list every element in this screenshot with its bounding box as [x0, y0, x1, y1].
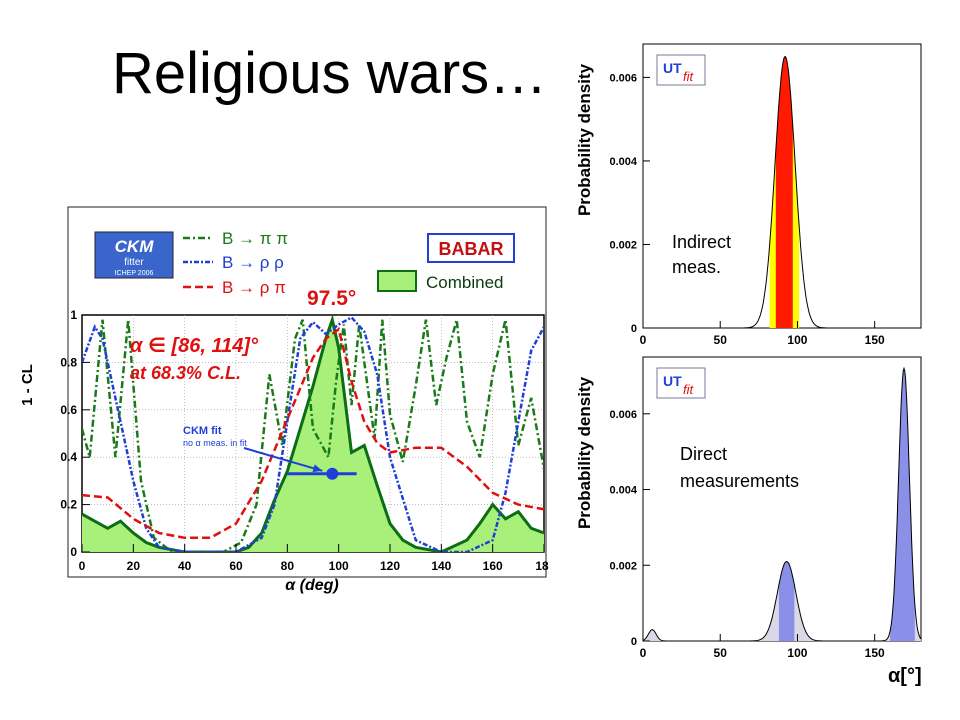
y-tick-label: 0.002 [609, 560, 637, 572]
indirect-pdf-curve [643, 55, 921, 328]
ckm-fit-marker [243, 447, 357, 480]
x-tick-label: 120 [380, 559, 400, 573]
utfit-logo-bottom: UT fit [656, 367, 706, 399]
utfit-logo-bottom-ut: UT [663, 373, 682, 389]
y-tick-label: 0.002 [609, 239, 637, 251]
ckmfitter-chart: CKM fitter ICHEP 2006 BABAR B → π π B → … [19, 206, 549, 594]
x-tick-label: 80 [281, 559, 295, 573]
x-tick-label: 40 [178, 559, 192, 573]
ckm-logo-bottom: fitter [124, 257, 144, 268]
y-tick-label: 0.004 [609, 156, 637, 168]
utfit-logo-bottom-fit: fit [683, 382, 695, 397]
indirect-label-line1: Indirect [672, 232, 731, 252]
annotation-range-line1: α ∈ [86, 114]° [130, 335, 259, 357]
y-tick-label: 0 [631, 323, 637, 335]
x-tick-label: 60 [229, 559, 243, 573]
y-tick-label: 0.006 [609, 409, 637, 421]
legend-label-combined: Combined [426, 273, 504, 292]
direct-pdf-curve [643, 366, 921, 641]
x-tick-label: 160 [483, 559, 503, 573]
x-tick-label: 100 [787, 646, 807, 660]
babar-logo-text: BABAR [439, 239, 504, 259]
y-tick-label: 0.2 [60, 498, 77, 512]
annotation-peak-value: 97.5° [307, 287, 356, 310]
indirect-x-ticks: 0 50 100 150 [640, 321, 885, 347]
x-tick-label: 100 [329, 559, 349, 573]
x-tick-label: 100 [787, 333, 807, 347]
y-tick-label: 0.004 [609, 485, 637, 497]
ckm-fit-arrow [243, 447, 323, 472]
x-tick-label: 18 [535, 559, 549, 573]
ckm-logo-tag: ICHEP 2006 [115, 270, 154, 277]
series-pipi-line [82, 319, 544, 552]
direct-label-line1: Direct [680, 444, 727, 464]
babar-logo: BABAR [427, 233, 515, 263]
direct-label-line2: measurements [680, 471, 799, 491]
legend-label-pipi: B → π π [222, 229, 288, 248]
x-tick-label: 0 [640, 333, 647, 347]
direct-band-region1 [778, 561, 795, 641]
direct-y-axis-label: Probability density [575, 376, 594, 529]
indirect-y-axis-label: Probability density [575, 63, 594, 216]
utfit-logo-top-fit: fit [683, 69, 695, 84]
direct-x-axis-label: α[°] [888, 665, 922, 687]
series-rhorho-line [82, 315, 544, 552]
ckm-fit-arrowhead [312, 464, 323, 473]
x-tick-label: 0 [79, 559, 86, 573]
utfit-logo-top-ut: UT [663, 60, 682, 76]
x-tick-label: 150 [865, 333, 885, 347]
x-tick-label: 0 [640, 646, 647, 660]
series-combined-fill [82, 319, 544, 552]
indirect-y-ticks: 0 0.002 0.004 0.006 [609, 72, 650, 335]
direct-x-ticks: 0 50 100 150 [640, 634, 885, 660]
y-tick-label: 0.8 [60, 355, 77, 369]
indirect-band-68 [775, 56, 793, 328]
indirect-label-line2: meas. [672, 257, 721, 277]
ckmfitter-x-axis-label: α (deg) [285, 577, 338, 594]
direct-band-region2 [890, 368, 915, 641]
y-tick-label: 0 [631, 636, 637, 648]
y-tick-label: 0 [70, 545, 77, 559]
annotation-ckm-fit-sub: no α meas. in fit [183, 438, 247, 448]
legend-swatch-combined [377, 270, 417, 292]
x-tick-label: 50 [714, 333, 728, 347]
ckmfitter-logo: CKM fitter ICHEP 2006 [94, 231, 174, 279]
legend-label-rhopi: B → ρ π [222, 278, 286, 297]
y-tick-label: 0.4 [60, 450, 77, 464]
ckmfitter-legend: B → π π B → ρ ρ B → ρ π Combined [183, 229, 504, 297]
y-tick-label: 1 [70, 308, 77, 322]
slide-title: Religious wars… [112, 41, 548, 106]
annotation-range-line2: at 68.3% C.L. [130, 363, 241, 383]
x-tick-label: 140 [431, 559, 451, 573]
x-tick-label: 150 [865, 646, 885, 660]
ckm-logo-top: CKM [115, 237, 155, 256]
direct-y-ticks: 0 0.002 0.004 0.006 [609, 409, 650, 648]
utfit-logo-top: UT fit [656, 54, 706, 86]
ckm-fit-point [326, 467, 339, 480]
x-tick-label: 20 [127, 559, 141, 573]
utfit-indirect-chart: 0 50 100 150 0 0.002 0.004 0.006 Probability d… [575, 43, 922, 347]
series-rhopi-line [82, 327, 544, 540]
y-tick-label: 0.6 [60, 403, 77, 417]
x-tick-label: 50 [714, 646, 728, 660]
ckmfitter-x-ticks: 0 20 40 60 80 100 120 140 160 18 [79, 544, 549, 573]
annotation-ckm-fit: CKM fit [183, 425, 222, 437]
utfit-direct-chart: 0 50 100 150 0 0.002 0.004 0.006 Probability d… [575, 356, 922, 687]
ckmfitter-y-ticks: 0 0.2 0.4 0.6 0.8 1 [60, 308, 90, 559]
legend-label-rhorho: B → ρ ρ [222, 253, 284, 272]
y-tick-label: 0.006 [609, 72, 637, 84]
ckmfitter-y-axis-label: 1 - CL [19, 364, 36, 406]
